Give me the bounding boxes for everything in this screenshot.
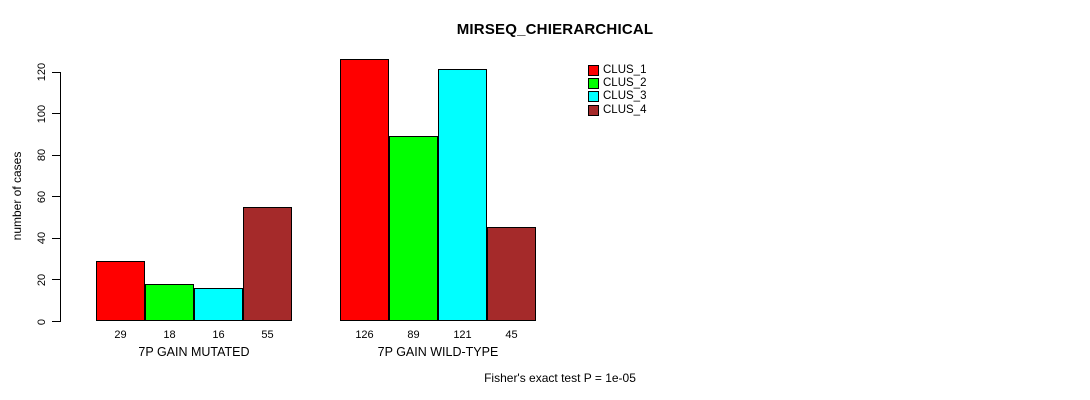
legend-swatch-clus_1 [588,65,599,76]
y-axis-line [60,71,61,322]
y-tick-label: 60 [36,190,48,203]
y-tick-mark [52,154,60,156]
y-tick-label: 120 [36,62,48,82]
y-tick-label: 80 [36,149,48,162]
y-tick-mark [52,237,60,239]
y-tick-mark [52,321,60,322]
y-tick-label: 40 [36,232,48,245]
legend-label: CLUS_2 [603,77,647,90]
legend-label: CLUS_1 [603,64,647,76]
legend-label: CLUS_4 [603,103,647,116]
y-tick-label: 100 [36,104,48,123]
x-category-label: 7P GAIN MUTATED [138,345,250,359]
bar-value-label: 89 [407,329,420,341]
bar-value-label: 16 [212,329,225,341]
bar-clus_4-1 [243,207,292,321]
y-tick-mark [52,71,60,73]
y-tick-mark [52,279,60,281]
bar-value-label: 18 [163,329,176,341]
bar-clus_1-2 [340,59,389,321]
y-axis-label: number of cases [10,151,24,241]
legend-label: CLUS_3 [603,90,647,103]
bar-clus_4-2 [487,227,536,321]
bar-value-label: 55 [261,329,274,341]
annotation-text: Fisher's exact test P = 1e-05 [484,371,636,385]
y-tick-mark [52,113,60,115]
chart-title: MIRSEQ_CHIERARCHICAL [456,21,654,38]
bar-clus_1-1 [96,261,145,321]
x-category-label: 7P GAIN WILD-TYPE [377,345,499,359]
legend-swatch-clus_3 [588,91,599,103]
bar-clus_3-1 [194,288,243,321]
bar-clus_2-2 [389,136,438,321]
bar-value-label: 121 [453,329,472,341]
bar-clus_3-2 [438,69,487,321]
bar-clus_2-1 [145,284,194,321]
y-tick-mark [52,196,60,198]
bar-value-label: 126 [355,329,374,341]
y-tick-label: 0 [36,318,48,325]
bar-value-label: 45 [505,329,518,341]
y-tick-label: 20 [36,273,48,287]
legend-swatch-clus_2 [588,78,599,90]
bar-value-label: 29 [114,329,127,341]
legend-swatch-clus_4 [588,104,599,116]
